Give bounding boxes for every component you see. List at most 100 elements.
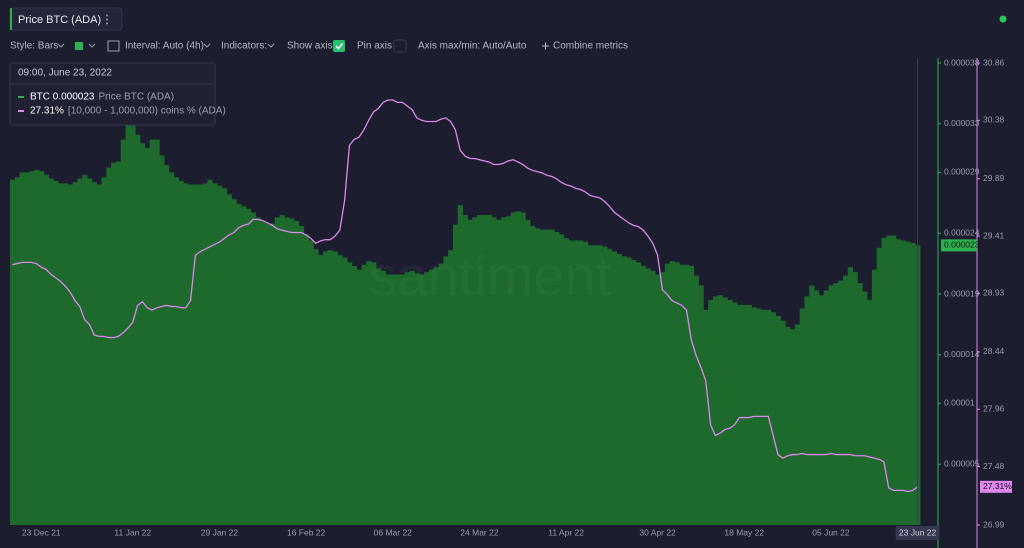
- bar: [135, 134, 141, 526]
- plot: 0.000005 0.00001 0.000014 0.000019 0.000024 0…: [10, 57, 1012, 548]
- bar: [337, 255, 343, 526]
- bar: [712, 296, 719, 525]
- bar: [385, 274, 391, 525]
- value-badge-label: 27.31%: [983, 481, 1012, 491]
- bar: [212, 183, 218, 525]
- bar: [173, 177, 179, 525]
- bar: [443, 256, 449, 525]
- bar: [582, 241, 589, 525]
- bar: [741, 304, 748, 525]
- bar: [308, 240, 314, 526]
- tooltip-date: 09:00, June 23, 2022: [18, 68, 112, 79]
- bar: [101, 177, 107, 525]
- bar: [356, 269, 362, 525]
- bar: [390, 274, 396, 525]
- bar: [780, 320, 786, 525]
- color-swatch[interactable]: [75, 42, 83, 50]
- pin-axis-checkbox[interactable]: [393, 39, 407, 53]
- bar: [814, 290, 820, 525]
- bar: [708, 300, 714, 525]
- bar: [602, 246, 608, 525]
- show-axis-checkbox[interactable]: [333, 40, 345, 52]
- x-cursor-label-bg: [895, 526, 940, 540]
- bar: [34, 169, 40, 525]
- interval-select[interactable]: Interval: Auto (4h): [125, 41, 204, 52]
- y2-tick-label: 28.93: [983, 288, 1005, 298]
- bar: [775, 315, 781, 525]
- bar: [568, 240, 574, 526]
- bar: [871, 269, 878, 525]
- value-badge: [980, 480, 1012, 493]
- bar: [371, 262, 377, 525]
- bar: [10, 179, 16, 525]
- y-tick-label: 0.000005: [944, 458, 980, 468]
- bar: [895, 239, 902, 525]
- bar: [501, 217, 507, 525]
- bar: [799, 308, 805, 525]
- bar: [400, 274, 406, 525]
- bar: [250, 212, 256, 525]
- tab-menu[interactable]: [106, 14, 108, 25]
- bar: [111, 162, 117, 525]
- bar: [505, 216, 512, 526]
- bar: [852, 272, 858, 525]
- bar: [260, 221, 266, 526]
- bar: [438, 263, 444, 525]
- bar: [91, 182, 98, 525]
- bar: [231, 199, 237, 525]
- bar: [448, 250, 454, 526]
- bar: [217, 185, 223, 525]
- bar: [626, 257, 632, 525]
- x-tick-label: 29 Jan 22: [201, 527, 239, 537]
- chevron: [57, 43, 65, 48]
- bar: [785, 326, 791, 525]
- pin-axis-label[interactable]: Pin axis: [357, 41, 392, 52]
- bar: [38, 171, 45, 525]
- y2-tick-label: 27.48: [983, 461, 1005, 471]
- value-badge: [941, 239, 977, 252]
- tooltip-value: 27.31%: [30, 106, 64, 117]
- bar: [828, 285, 834, 525]
- bar: [477, 214, 483, 525]
- bar: [452, 224, 459, 525]
- bar: [573, 240, 579, 526]
- bar: [549, 229, 555, 525]
- chevron: [267, 43, 275, 48]
- bar: [631, 259, 637, 525]
- x-tick-label: 06 Mar 22: [374, 527, 413, 537]
- bar: [669, 261, 675, 525]
- bar: [486, 214, 492, 525]
- style-select[interactable]: Style: Bars: [10, 41, 58, 52]
- bar: [313, 249, 319, 525]
- bar: [635, 262, 642, 525]
- y-tick-label: 0.000024: [944, 227, 980, 237]
- bar: [510, 212, 516, 525]
- x-tick-label: 05 Jun 22: [812, 527, 850, 537]
- combine-metrics[interactable]: Combine metrics: [553, 41, 628, 52]
- bar: [168, 172, 175, 525]
- bar: [347, 262, 353, 525]
- bar: [891, 235, 897, 526]
- y-tick-label: 0.000014: [944, 349, 980, 359]
- bar: [727, 300, 733, 525]
- bar: [655, 274, 661, 525]
- bar: [164, 165, 170, 525]
- bar: [342, 257, 348, 525]
- bar: [496, 219, 502, 525]
- bar: [525, 219, 531, 525]
- bar: [192, 184, 199, 525]
- show-axis-label[interactable]: Show axis: [287, 41, 333, 52]
- bar: [279, 214, 285, 525]
- bar: [881, 238, 887, 526]
- bar: [366, 261, 372, 525]
- bar: [674, 262, 680, 525]
- bar: [361, 264, 367, 525]
- axis-minmax[interactable]: Axis max/min: Auto/Auto: [418, 41, 527, 52]
- bar: [183, 183, 189, 525]
- bar: [82, 174, 88, 525]
- bar: [621, 256, 627, 525]
- bar: [202, 183, 208, 525]
- indicators-select[interactable]: Indicators:: [221, 41, 267, 52]
- bar: [693, 275, 699, 525]
